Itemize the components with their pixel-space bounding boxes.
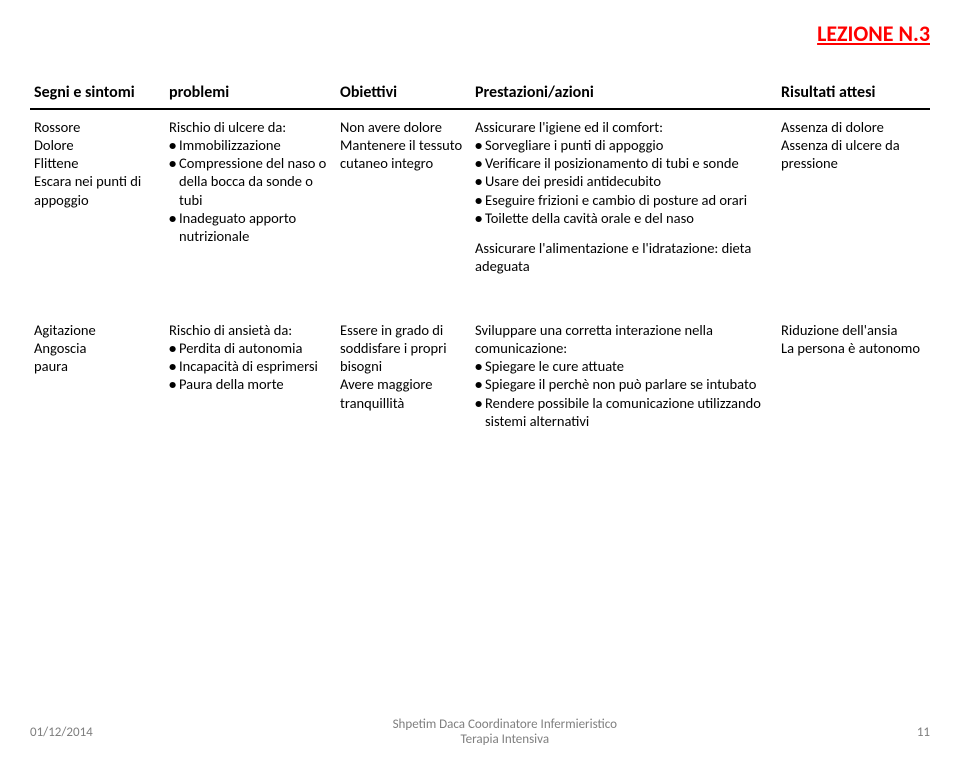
bullet-item: •Usare dei presidi antidecubito <box>475 172 769 190</box>
text-line: Agitazione <box>34 321 157 339</box>
table-row: Rossore Dolore Flittene Escara nei punti… <box>30 109 930 283</box>
cell-problemi-2: Rischio di ansietà da: •Perdita di auton… <box>165 313 336 438</box>
text-line: Flittene <box>34 154 157 172</box>
spacer <box>475 227 769 239</box>
text-line: Assenza di ulcere da pressione <box>781 136 922 172</box>
text-line: Essere in grado di soddisfare i propri b… <box>340 321 463 375</box>
text-line: Avere maggiore tranquillità <box>340 375 463 411</box>
slide-footer: 01/12/2014 Shpetim Daca Coordinatore Inf… <box>0 717 960 747</box>
footer-date: 01/12/2014 <box>30 725 93 740</box>
bullet-item: •Eseguire frizioni e cambio di posture a… <box>475 191 769 209</box>
bullet-item: •Sorvegliare i punti di appoggio <box>475 136 769 154</box>
content-table: Segni e sintomi problemi Obiettivi Prest… <box>30 77 930 438</box>
th-prestazioni: Prestazioni/azioni <box>471 77 777 109</box>
bullet-item: •Inadeguato apporto nutrizionale <box>169 209 328 245</box>
bullet-item: •Perdita di autonomia <box>169 339 328 357</box>
text-line: Non avere dolore <box>340 118 463 136</box>
text-line: Angoscia <box>34 339 157 357</box>
bullet-item: •Immobilizzazione <box>169 136 328 154</box>
cell-obiettivi-1: Non avere dolore Mantenere il tessuto cu… <box>336 109 471 283</box>
text-line: La persona è autonomo <box>781 339 922 357</box>
th-segni: Segni e sintomi <box>30 77 165 109</box>
slide-header: LEZIONE N.3 <box>30 20 930 47</box>
cell-prestazioni-2: Sviluppare una corretta interazione nell… <box>471 313 777 438</box>
bullet-item: •Spiegare le cure attuate <box>475 357 769 375</box>
footer-author: Shpetim Daca Coordinatore Infermieristic… <box>93 717 917 732</box>
footer-page: 11 <box>917 725 930 740</box>
bullet-item: •Paura della morte <box>169 375 328 393</box>
cell-problemi-1: Rischio di ulcere da: •Immobilizzazione … <box>165 109 336 283</box>
cell-prestazioni-1: Assicurare l'igiene ed il comfort: •Sorv… <box>471 109 777 283</box>
footer-center: Shpetim Daca Coordinatore Infermieristic… <box>93 717 917 747</box>
lesson-title: LEZIONE N.3 <box>817 20 930 47</box>
bullet-item: •Compressione del naso o della bocca da … <box>169 154 328 208</box>
table-header-row: Segni e sintomi problemi Obiettivi Prest… <box>30 77 930 109</box>
text-line: paura <box>34 357 157 375</box>
text-intro: Rischio di ulcere da: <box>169 118 328 136</box>
text-intro: Assicurare l'igiene ed il comfort: <box>475 118 769 136</box>
text-intro: Assicurare l'alimentazione e l'idratazio… <box>475 239 769 275</box>
cell-risultati-2: Riduzione dell'ansia La persona è autono… <box>777 313 930 438</box>
text-line: Escara nei punti di appoggio <box>34 172 157 208</box>
bullet-item: •Verificare il posizionamento di tubi e … <box>475 154 769 172</box>
text-intro: Rischio di ansietà da: <box>169 321 328 339</box>
text-line: Dolore <box>34 136 157 154</box>
cell-segni-2: Agitazione Angoscia paura <box>30 313 165 438</box>
th-problemi: problemi <box>165 77 336 109</box>
th-obiettivi: Obiettivi <box>336 77 471 109</box>
text-intro: Sviluppare una corretta interazione nell… <box>475 321 769 357</box>
cell-obiettivi-2: Essere in grado di soddisfare i propri b… <box>336 313 471 438</box>
footer-dept: Terapia Intensiva <box>93 732 917 747</box>
bullet-item: •Toilette della cavità orale e del naso <box>475 209 769 227</box>
cell-segni-1: Rossore Dolore Flittene Escara nei punti… <box>30 109 165 283</box>
text-line: Assenza di dolore <box>781 118 922 136</box>
text-line: Mantenere il tessuto cutaneo integro <box>340 136 463 172</box>
th-risultati: Risultati attesi <box>777 77 930 109</box>
bullet-item: •Rendere possibile la comunicazione util… <box>475 394 769 430</box>
table-row: Agitazione Angoscia paura Rischio di ans… <box>30 313 930 438</box>
row-spacer <box>30 283 930 313</box>
text-line: Riduzione dell'ansia <box>781 321 922 339</box>
bullet-item: •Spiegare il perchè non può parlare se i… <box>475 375 769 393</box>
bullet-item: •Incapacità di esprimersi <box>169 357 328 375</box>
text-line: Rossore <box>34 118 157 136</box>
cell-risultati-1: Assenza di dolore Assenza di ulcere da p… <box>777 109 930 283</box>
